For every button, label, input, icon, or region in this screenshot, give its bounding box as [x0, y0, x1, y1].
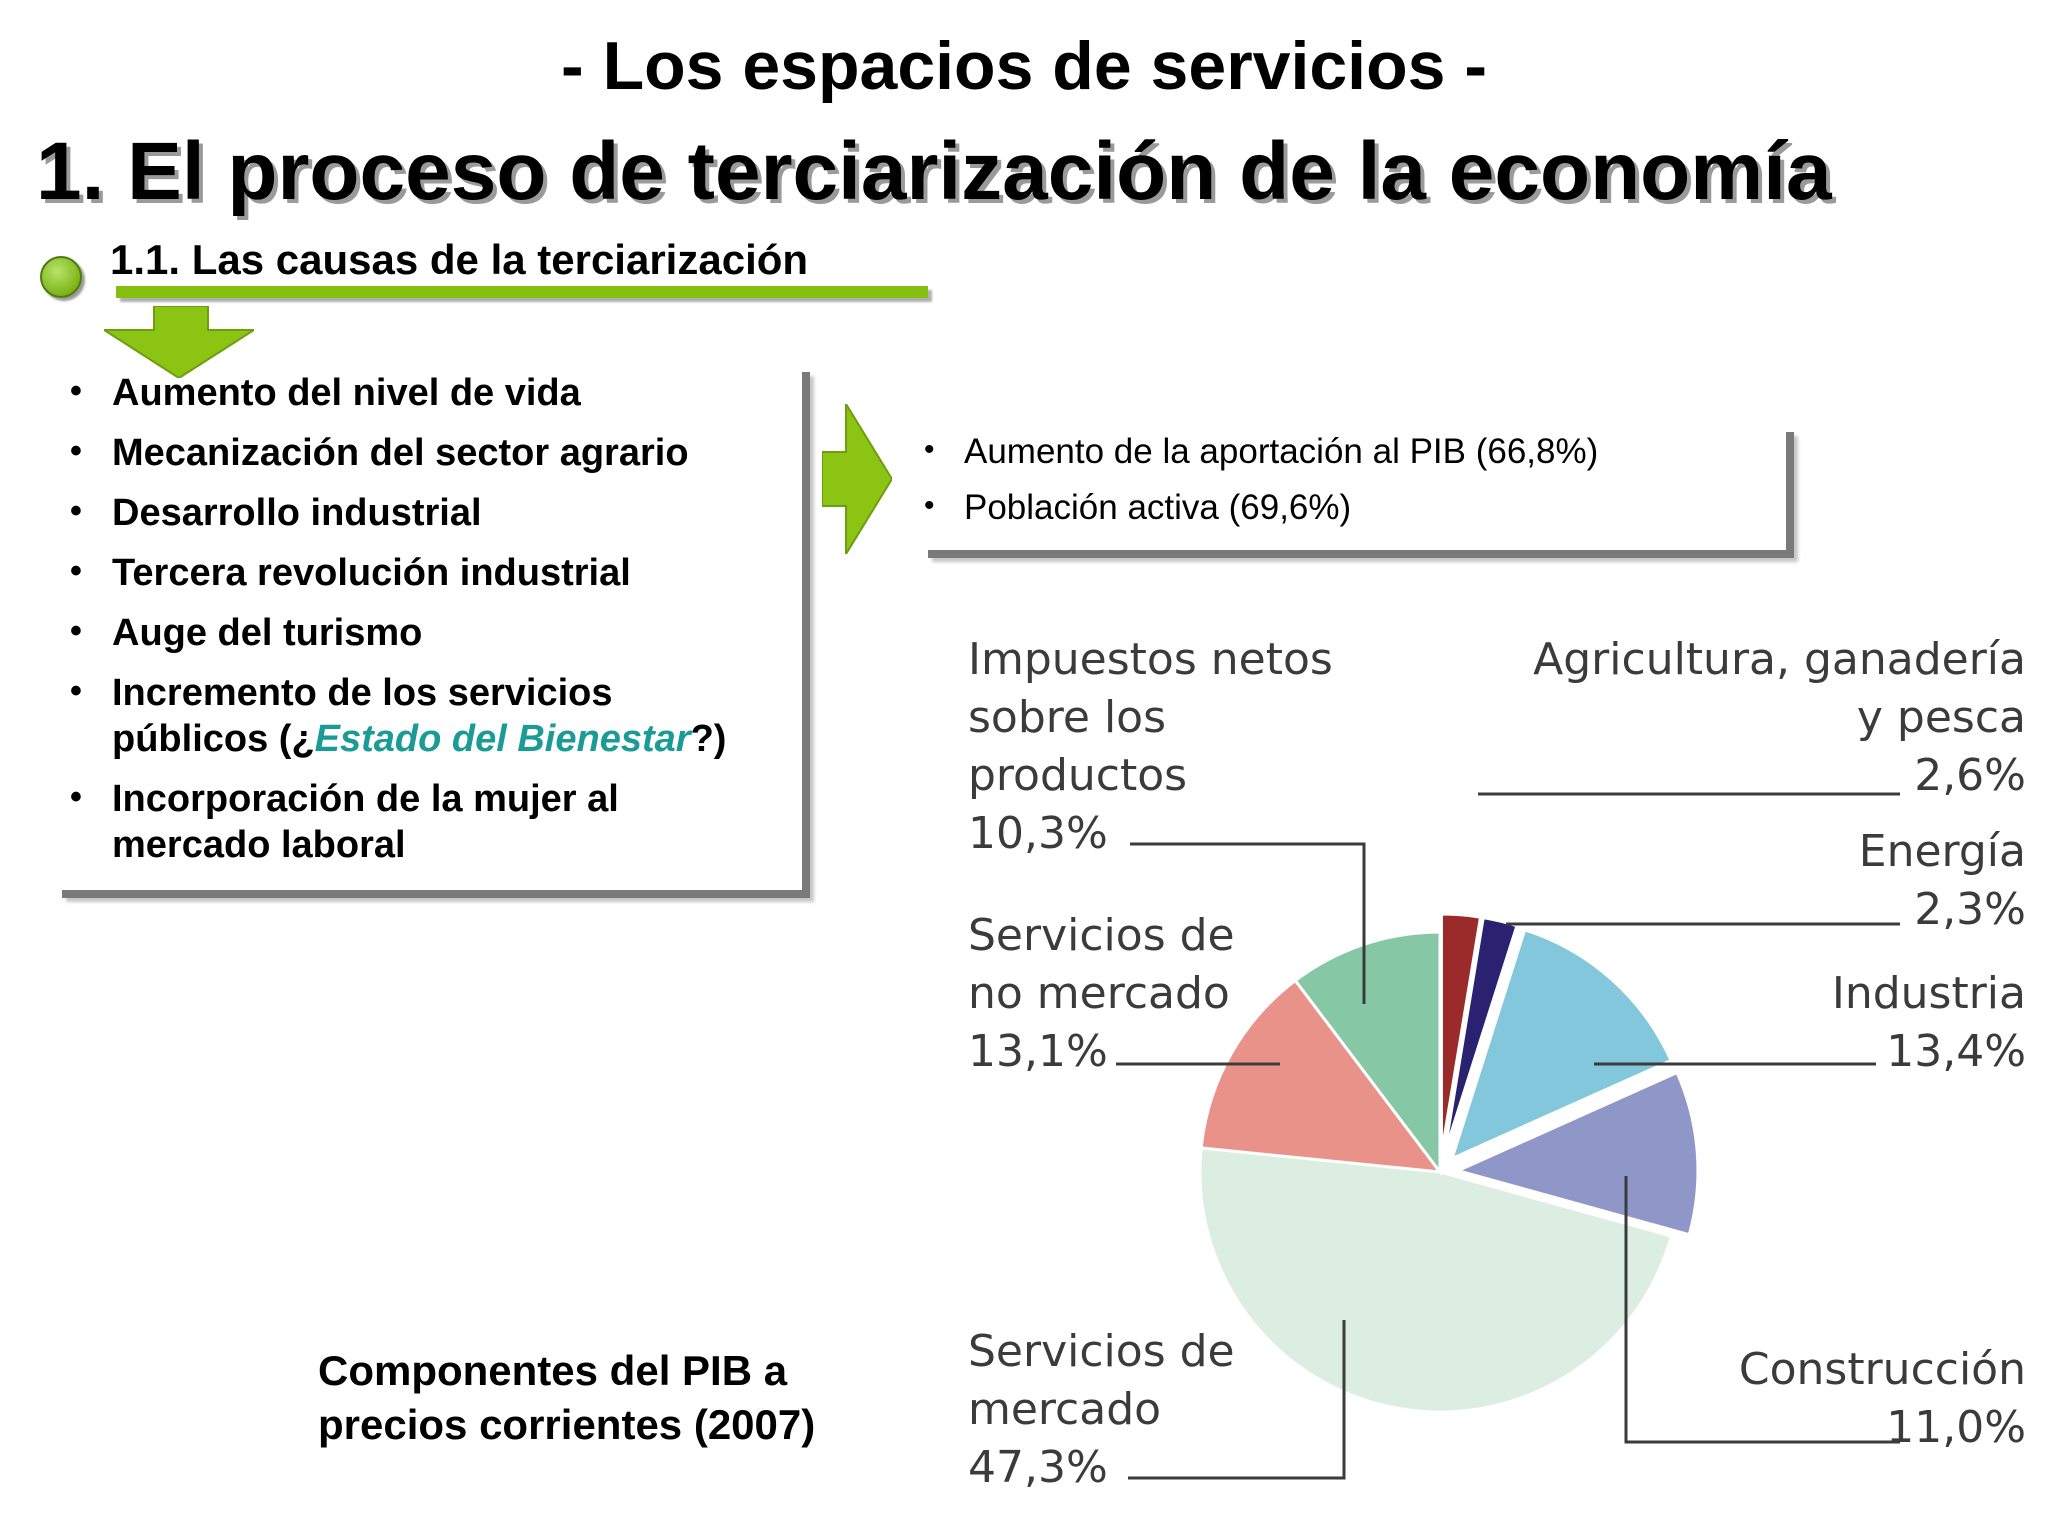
slice-category-label: sobre los	[968, 692, 1166, 743]
slice-category-label: productos	[968, 750, 1187, 801]
right-arrow-icon	[822, 404, 892, 554]
slice-value-label: 10,3%	[968, 808, 1108, 859]
slice-category-label: Servicios de	[968, 910, 1235, 961]
slide-title: - Los espacios de servicios -	[561, 28, 1487, 104]
slice-category-label: y pesca	[1857, 692, 2026, 743]
slice-category-label: Energía	[1859, 826, 2026, 877]
slice-category-label: mercado	[968, 1384, 1161, 1435]
slice-category-label: Impuestos netos	[968, 634, 1333, 685]
cause-item: Aumento del nivel de vida	[70, 368, 790, 416]
caption-line: precios corrientes (2007)	[318, 1401, 816, 1448]
subsection-heading: 1.1. Las causas de la terciarización	[110, 236, 809, 283]
pie-slice	[1198, 1146, 1674, 1414]
pie-slice	[1199, 978, 1444, 1174]
slice-value-label: 11,0%	[1886, 1402, 2026, 1453]
leader-line	[1130, 842, 1366, 1004]
slice-value-label: 13,4%	[1886, 1026, 2026, 1077]
leader-line	[1624, 1176, 1900, 1444]
section-title: 1. El proceso de terciarización de la ec…	[36, 126, 1832, 217]
slice-value-label: 47,3%	[968, 1442, 1108, 1493]
effects-box	[928, 432, 1794, 558]
slice-category-label: Construcción	[1739, 1344, 2026, 1395]
subheading-underline	[116, 286, 928, 298]
cause-line: Incremento de los servicios	[112, 672, 613, 714]
chart-caption: Componentes del PIB a precios corrientes…	[318, 1344, 878, 1452]
cause-line: mercado laboral	[112, 824, 406, 866]
pie-slice	[1449, 927, 1674, 1162]
causes-box	[62, 372, 810, 898]
estado-bienestar-link: Estado del Bienestar	[314, 718, 691, 760]
cause-line: Incorporación de la mujer al	[112, 778, 619, 820]
effect-item: Aumento de la aportación al PIB (66,8%)	[920, 428, 1780, 474]
cause-line: ?)	[690, 718, 727, 760]
slice-category-label: Agricultura, ganadería	[1533, 634, 2026, 685]
slice-category-label: Servicios de	[968, 1326, 1235, 1377]
cause-item: Incorporación de la mujer al mercado lab…	[70, 774, 790, 868]
pie-slice	[1453, 1070, 1700, 1237]
slice-value-label: 2,6%	[1914, 750, 2026, 801]
causes-list: Aumento del nivel de vida Mecanización d…	[70, 368, 790, 882]
slice-value-label: 13,1%	[968, 1026, 1108, 1077]
cause-item: Tercera revolución industrial	[70, 548, 790, 596]
caption-line: Componentes del PIB a	[318, 1347, 788, 1394]
pie-slice	[1439, 912, 1483, 1155]
leader-line	[1128, 1320, 1346, 1480]
cause-item: Desarrollo industrial	[70, 488, 790, 536]
cause-item: Auge del turismo	[70, 608, 790, 656]
green-bullet-icon	[40, 256, 82, 298]
cause-item: Incremento de los servicios públicos (¿E…	[70, 668, 790, 762]
cause-item: Mecanización del sector agrario	[70, 428, 790, 476]
slice-category-label: no mercado	[968, 968, 1230, 1019]
down-arrow-icon	[104, 306, 254, 378]
cause-line: públicos (¿	[112, 718, 315, 760]
pie-slice	[1442, 915, 1519, 1155]
slice-value-label: 2,3%	[1914, 884, 2026, 935]
effect-item: Población activa (69,6%)	[920, 484, 1780, 530]
effects-list: Aumento de la aportación al PIB (66,8%) …	[920, 428, 1780, 542]
slice-category-label: Industria	[1832, 968, 2026, 1019]
